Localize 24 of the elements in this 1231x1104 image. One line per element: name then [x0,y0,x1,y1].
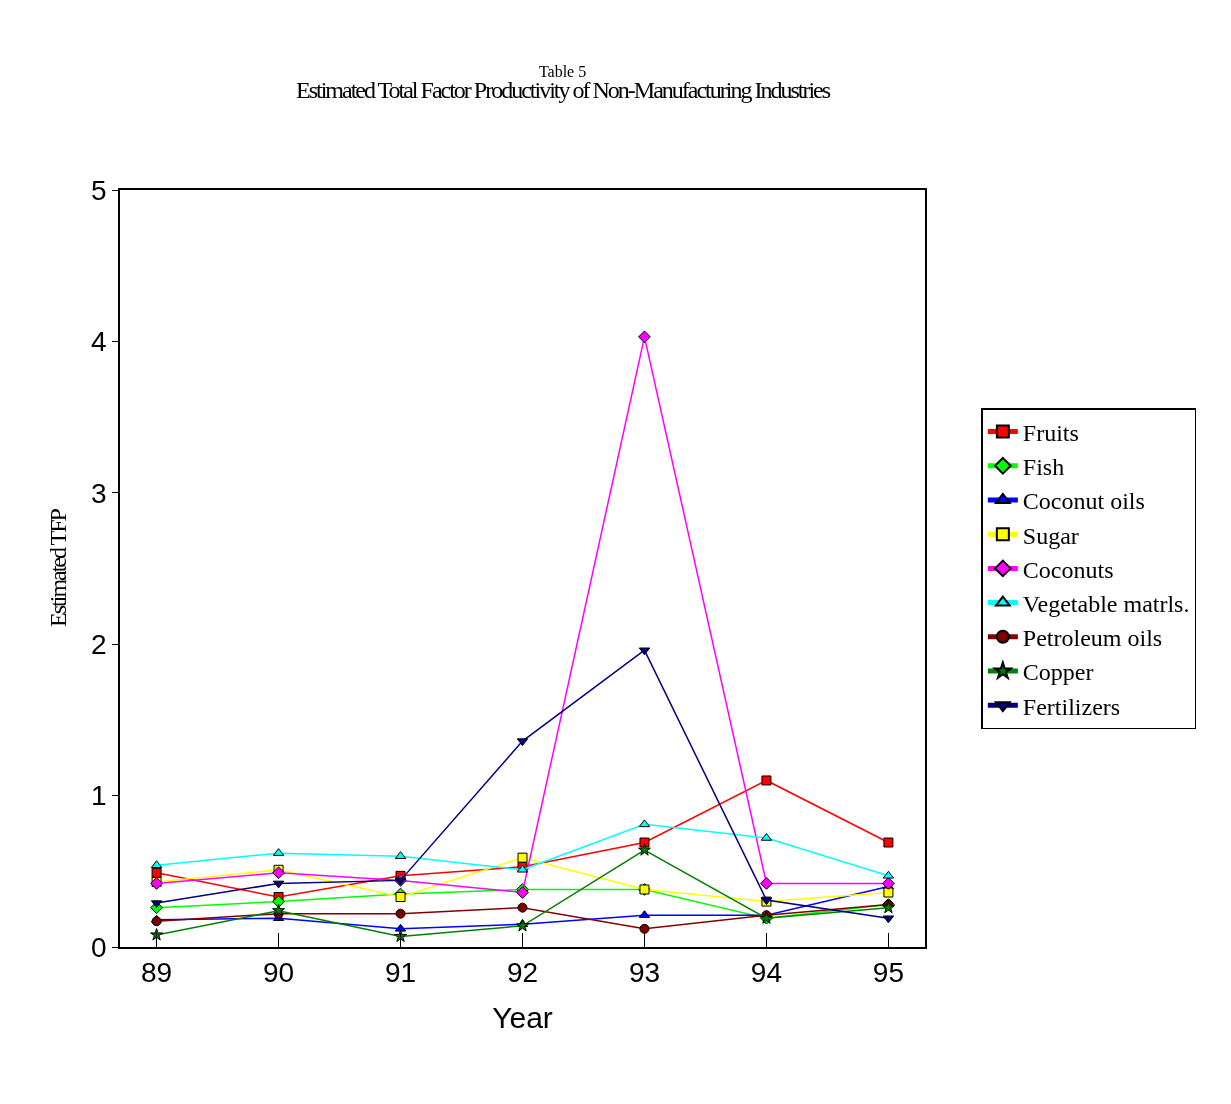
legend-label: Coconut oils [1022,488,1145,515]
x-tick-label: 90 [262,957,295,989]
legend-label: Coconuts [1022,556,1114,583]
legend-label: Vegetable matrls. [1022,590,1190,617]
legend-label: Fish [1022,454,1065,481]
y-tick-label: 3 [91,477,107,509]
x-axis-title: Year [492,1001,553,1035]
y-tick-label: 4 [91,326,107,358]
legend-label: Fertilizers [1022,693,1121,720]
legend-label: Petroleum oils [1022,625,1163,652]
y-tick-label: 1 [91,780,107,812]
y-tick-label: 0 [91,931,107,963]
x-tick-label: 92 [506,957,539,989]
x-tick-label: 89 [141,957,173,989]
legend-label: Sugar [1022,522,1079,549]
y-axis-title: Estimated TFP [44,508,71,627]
x-tick-label: 95 [872,957,904,989]
x-tick-label: 93 [628,957,661,989]
x-tick-label: 94 [750,957,783,989]
legend-label: Fruits [1022,419,1079,446]
y-tick-label: 2 [91,629,107,660]
x-tick-label: 91 [384,957,417,989]
legend-label: Copper [1022,659,1094,686]
y-tick-label: 5 [91,174,107,206]
